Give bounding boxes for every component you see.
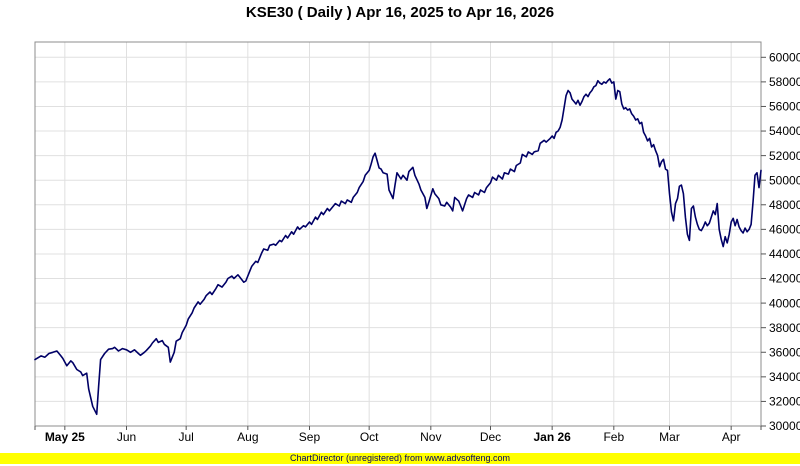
x-tick-label: Dec (480, 430, 501, 444)
x-axis-labels: May 25 Jun Jul Aug Sep Oct Nov Dec Jan 26 Feb Mar A… (45, 430, 741, 444)
x-tick-label: Feb (603, 430, 624, 444)
y-tick-label: 58000 (769, 75, 800, 89)
y-tick-label: 44000 (769, 247, 800, 261)
y-tick-label: 48000 (769, 198, 800, 212)
y-tick-label: 42000 (769, 272, 800, 286)
data-series (34, 78, 762, 416)
y-tick-label: 40000 (769, 296, 800, 310)
x-tick-label: Jul (178, 430, 193, 444)
footer-text: ChartDirector (unregistered) from www.ad… (289, 453, 511, 463)
y-tick-label: 38000 (769, 321, 800, 335)
axis-ticks (34, 56, 766, 430)
y-tick-label: 56000 (769, 100, 800, 114)
plot-border (34, 41, 762, 427)
footer-banner: ChartDirector (unregistered) from www.ad… (0, 453, 800, 464)
x-tick-label: May 25 (45, 430, 85, 444)
x-tick-label: Oct (360, 430, 379, 444)
x-tick-label: Nov (420, 430, 441, 444)
chart-title: KSE30 ( Daily ) Apr 16, 2025 to Apr 16, … (245, 4, 555, 21)
series-line (34, 78, 762, 416)
x-tick-label: Sep (299, 430, 321, 444)
y-tick-label: 30000 (769, 419, 800, 433)
y-tick-label: 36000 (769, 345, 800, 359)
y-tick-label: 50000 (769, 173, 800, 187)
gridlines (35, 42, 761, 426)
y-tick-label: 54000 (769, 124, 800, 138)
x-tick-label: Apr (722, 430, 741, 444)
y-tick-label: 60000 (769, 51, 800, 65)
y-tick-label: 52000 (769, 149, 800, 163)
x-tick-label: Aug (237, 430, 258, 444)
y-tick-label: 46000 (769, 223, 800, 237)
y-axis-labels: 30000 32000 34000 36000 38000 40000 42000 44000… (769, 51, 800, 434)
x-tick-label: Mar (659, 430, 680, 444)
y-tick-label: 34000 (769, 370, 800, 384)
x-tick-label: Jun (117, 430, 136, 444)
x-tick-label: Jan 26 (533, 430, 571, 444)
y-tick-label: 32000 (769, 395, 800, 409)
